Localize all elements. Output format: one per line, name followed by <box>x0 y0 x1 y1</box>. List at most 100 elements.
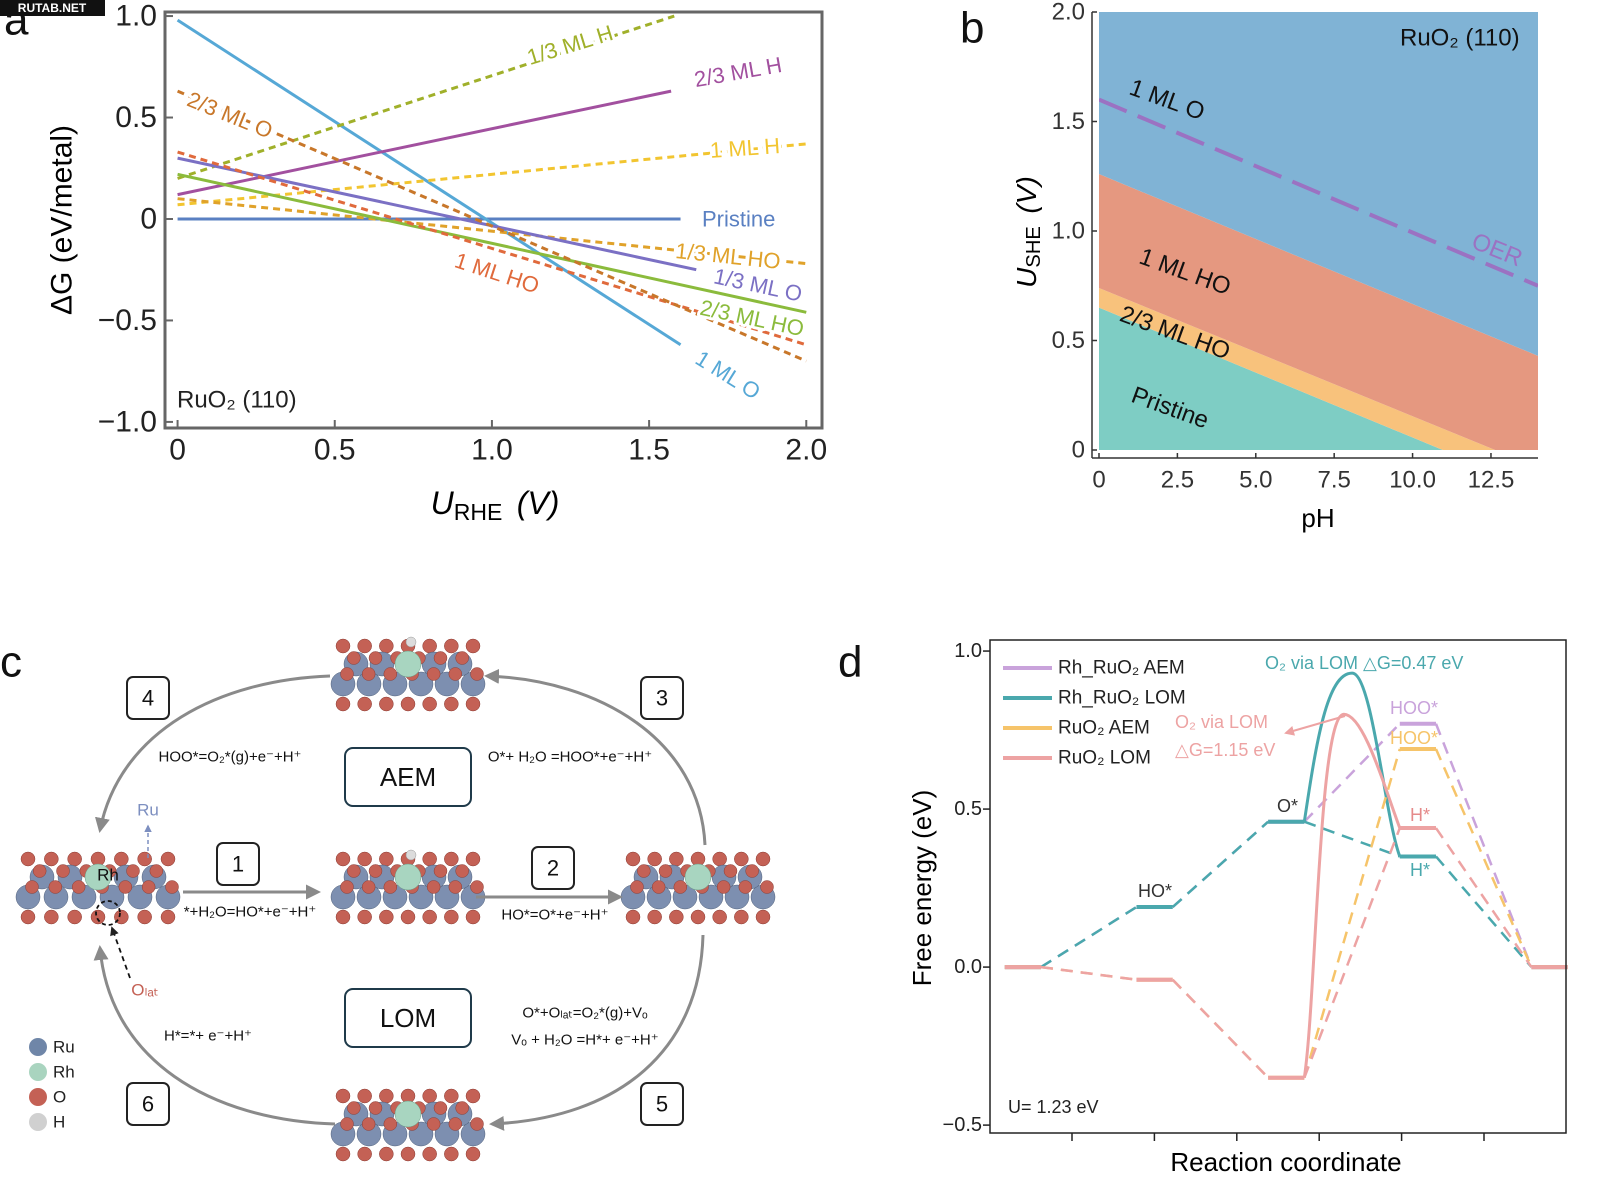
atom-o <box>637 864 651 878</box>
step-number: 1 <box>232 852 244 877</box>
atom-o <box>160 851 176 867</box>
atom-o <box>340 1117 354 1131</box>
axis-title: URHE (V) <box>431 485 560 525</box>
atom-o <box>426 667 441 681</box>
atom-o <box>755 909 771 925</box>
atom-o <box>347 1101 361 1115</box>
connector <box>1171 820 1269 908</box>
equation: H*=*+ e⁻+H⁺ <box>164 1028 252 1045</box>
axis-title: ΔG (eV/metal) <box>46 125 79 315</box>
atom-o <box>32 864 47 878</box>
mechanism-box <box>344 747 472 807</box>
atom-o <box>357 1146 372 1162</box>
atom-o <box>44 851 59 867</box>
step-box <box>640 1082 684 1126</box>
legend-label: H <box>53 1113 65 1132</box>
atom-o <box>383 880 398 894</box>
panel-label: b <box>960 4 984 53</box>
y-tick-label: 1.0 <box>954 640 982 662</box>
annotation: H* <box>1410 860 1430 880</box>
annotation: HOO* <box>1390 698 1438 718</box>
axis-title-main: U <box>431 485 455 521</box>
series-label: Pristine <box>702 207 775 232</box>
equation: O*+ H₂O =HOO*+e⁻+H⁺ <box>488 749 652 766</box>
step-number: 2 <box>547 856 559 881</box>
axis-title-sub: RHE <box>454 499 503 525</box>
data-line <box>177 156 697 272</box>
region <box>1099 287 1496 450</box>
region <box>1099 174 1538 450</box>
annotation: O* <box>1277 796 1298 816</box>
atom-o <box>361 667 376 681</box>
atom-o <box>444 1146 459 1162</box>
atom-o <box>44 909 59 925</box>
y-tick-label: 0 <box>1072 437 1085 464</box>
atom-o <box>379 851 394 867</box>
atom-h <box>405 849 417 861</box>
y-tick-label: 1.0 <box>1052 218 1085 245</box>
atom-o <box>755 851 771 867</box>
atom-o <box>433 651 448 665</box>
atom-o <box>625 851 641 867</box>
axis-title: Reaction coordinate <box>1170 1147 1401 1177</box>
axis-title-unit: (V) <box>1011 176 1042 213</box>
y-tick-label: −0.5 <box>943 1114 982 1136</box>
atom-o <box>383 1117 398 1131</box>
legend-swatch <box>29 1088 47 1106</box>
atom-o <box>734 851 749 867</box>
atom-o <box>630 880 644 894</box>
atom-o <box>347 651 361 665</box>
transition-curve <box>1302 712 1402 1078</box>
atom-rh <box>84 863 112 891</box>
atom-o <box>400 909 416 925</box>
axis-title: Free energy (eV) <box>907 790 937 987</box>
atom-o <box>738 880 753 894</box>
step-number: 5 <box>656 1092 668 1117</box>
atom-o <box>335 638 351 654</box>
legend-label: Rh_RuO₂ LOM <box>1058 688 1186 709</box>
atom-o <box>379 909 394 925</box>
annotation-arrow <box>1284 715 1346 736</box>
atom-o <box>368 1101 383 1115</box>
atom-o <box>357 909 372 925</box>
atom-o <box>379 696 394 712</box>
atom-o <box>48 880 63 894</box>
atom-o <box>347 864 361 878</box>
atom-h <box>405 636 417 648</box>
y-tick-label: 0.5 <box>115 101 157 134</box>
mechanism-label: LOM <box>380 1003 436 1033</box>
cycle-arrow <box>95 674 331 833</box>
watermark: RUTAB.NET <box>18 1 87 15</box>
cycle-arrow <box>489 934 705 1131</box>
legend-label: Rh <box>53 1063 75 1082</box>
annotation: HOO* <box>1390 728 1438 748</box>
atom-o <box>71 880 86 894</box>
atom-o <box>465 696 481 712</box>
y-tick-label: 1.0 <box>115 0 157 33</box>
panel-label: c <box>0 638 22 687</box>
watermark-group: RUTAB.NET <box>0 0 105 16</box>
atom-o <box>379 638 394 654</box>
structure <box>620 851 776 925</box>
data-line <box>177 142 807 207</box>
atom-o <box>400 696 416 712</box>
y-tick-label: −1.0 <box>98 405 157 438</box>
atom-o <box>20 909 36 925</box>
x-tick-label: 12.5 <box>1468 467 1515 494</box>
atom-o <box>114 851 129 867</box>
atom-o <box>658 864 673 878</box>
connector <box>1434 827 1533 968</box>
data-line <box>176 89 807 363</box>
atom-o <box>335 909 351 925</box>
step-box <box>126 676 170 720</box>
atom-o <box>422 909 437 925</box>
atom-o <box>383 667 398 681</box>
transition-curve <box>1302 671 1402 858</box>
step-number: 6 <box>142 1092 154 1117</box>
atom-o <box>716 880 731 894</box>
atom-o <box>368 651 383 665</box>
y-tick-label: 0.0 <box>954 956 982 978</box>
atom-o <box>448 667 463 681</box>
atom-rh <box>394 650 422 678</box>
cycle-arrow <box>93 945 336 1126</box>
